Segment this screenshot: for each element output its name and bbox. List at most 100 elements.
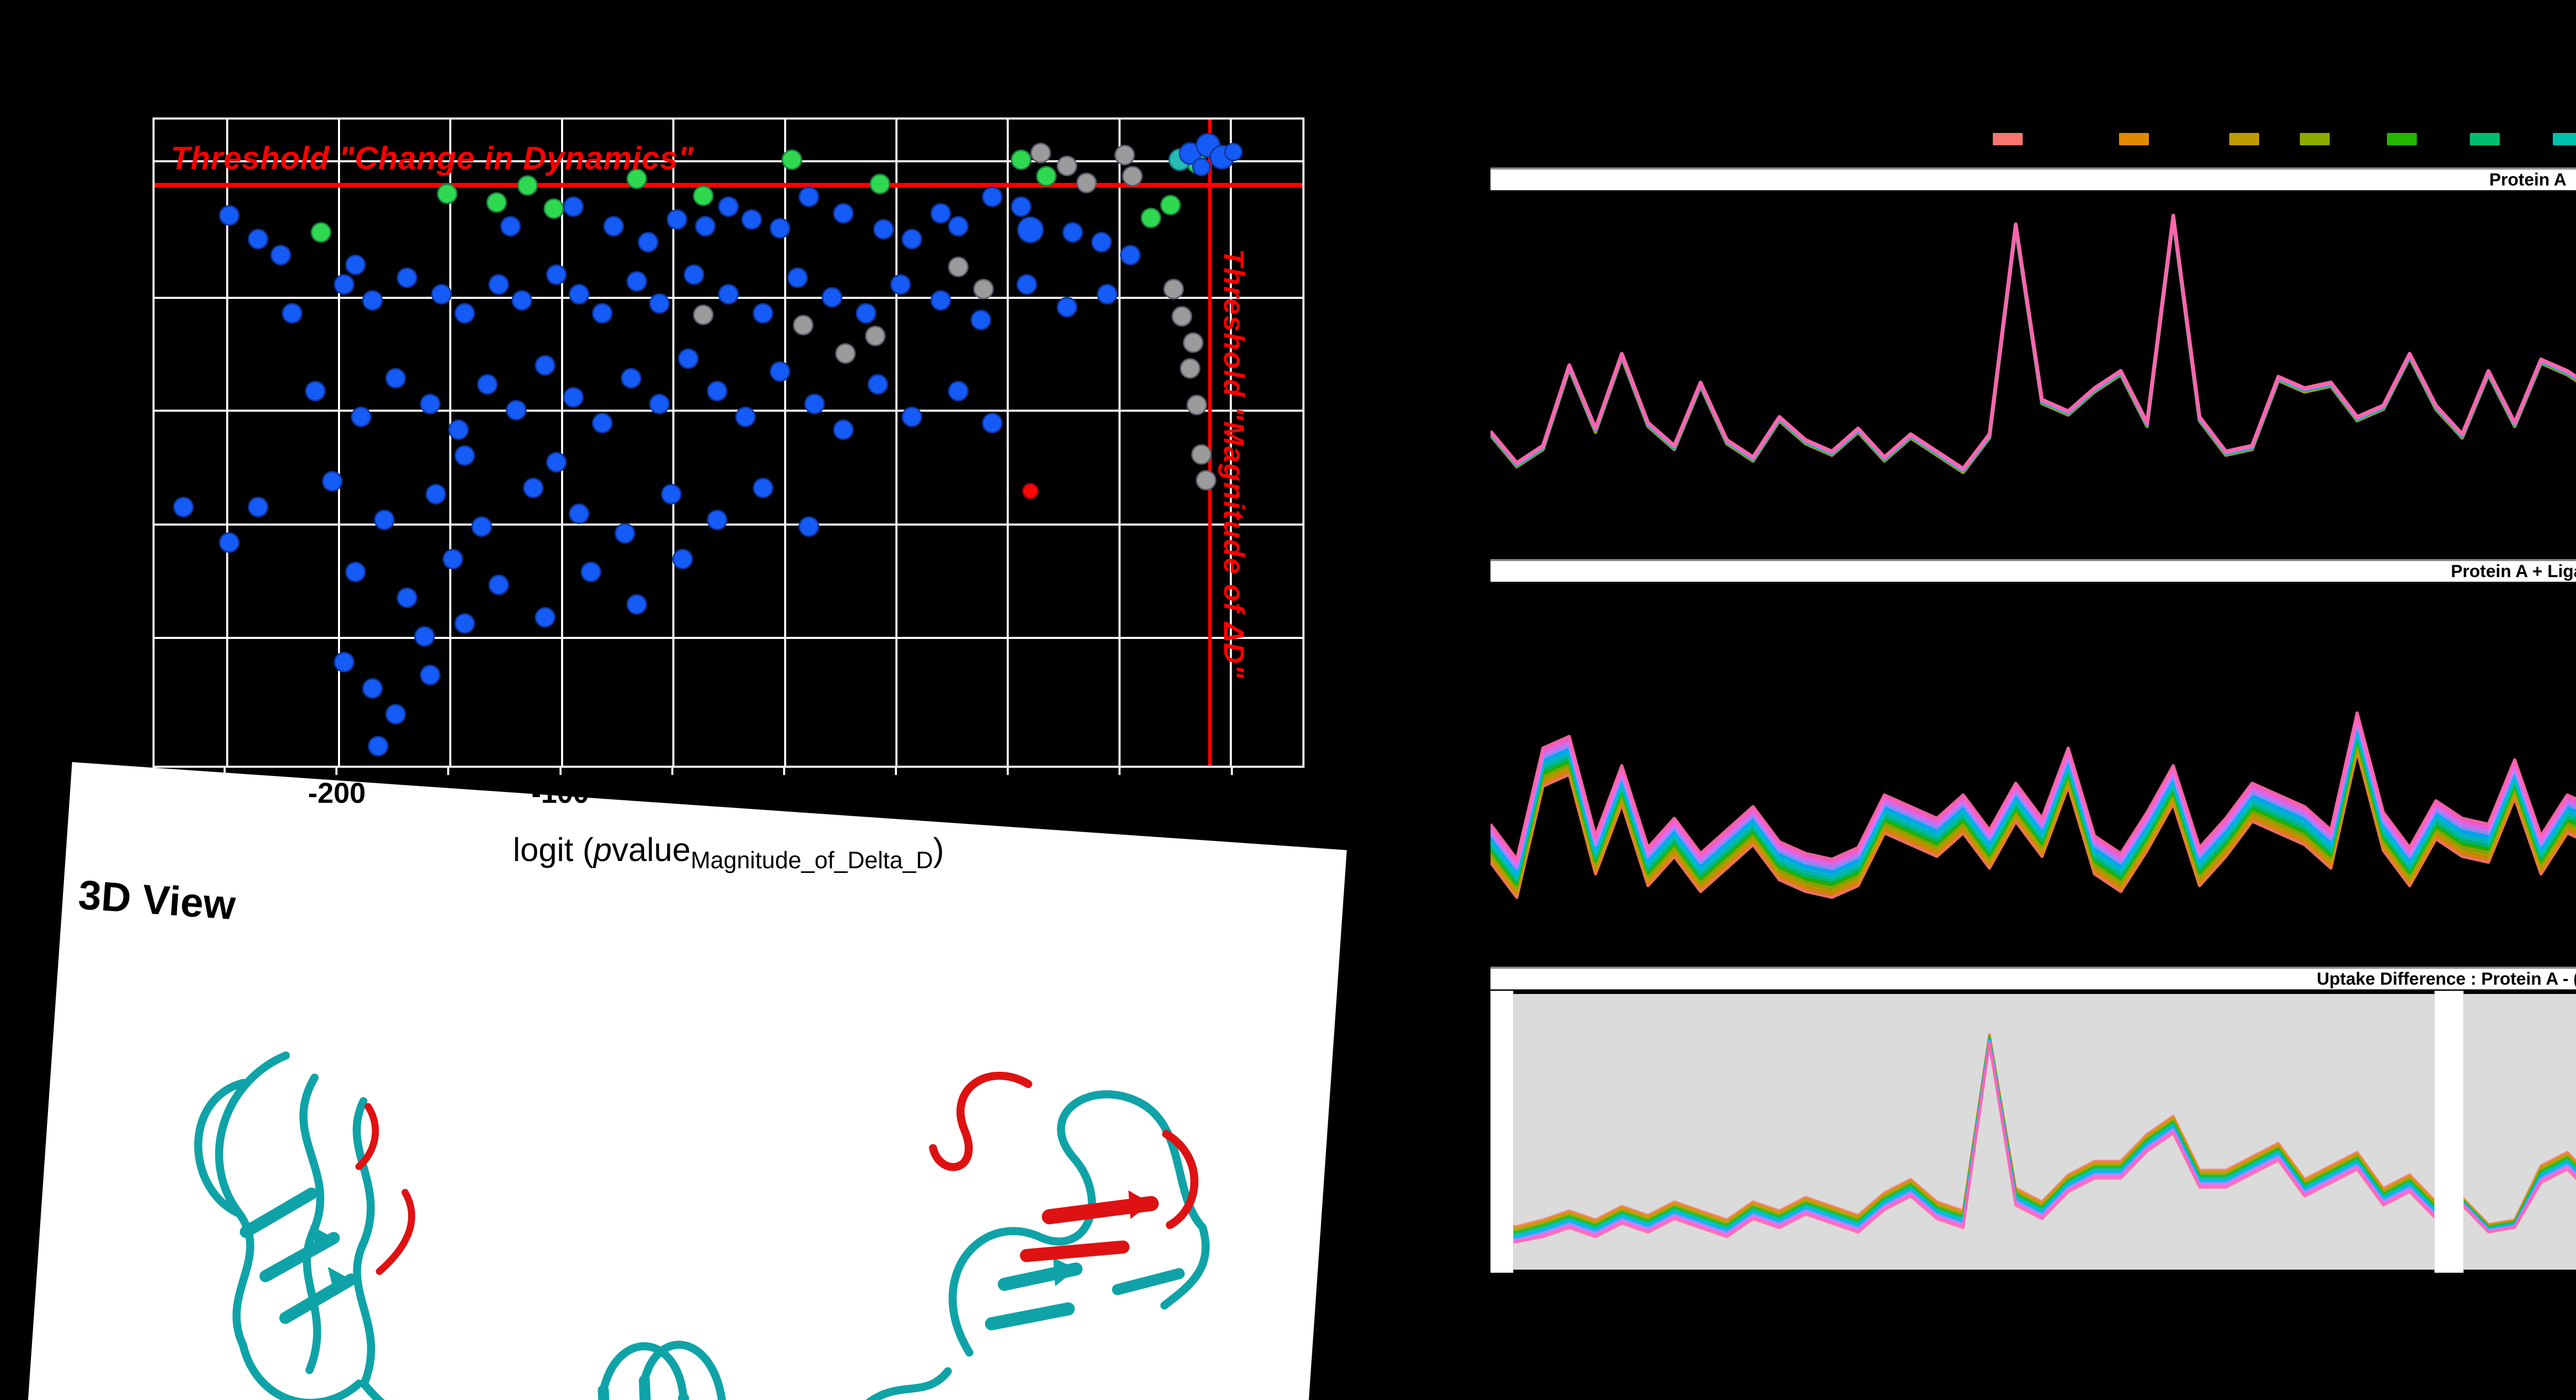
peptide-dot-b[interactable] [798,187,819,208]
peptide-dot-b[interactable] [218,532,240,553]
peptide-dot-g[interactable] [870,174,891,195]
peptide-dot-b[interactable] [546,264,567,285]
peptide-dot-b[interactable] [947,380,969,401]
peptide-dot-g[interactable] [517,175,538,196]
peptide-dot-g[interactable] [486,192,507,213]
protein-ribbon-image[interactable] [94,937,1243,1400]
peptide-dot-b[interactable] [1097,283,1118,305]
peptide-dot-b[interactable] [282,303,303,324]
peptide-dot-b[interactable] [270,245,292,266]
peptide-dot-b[interactable] [419,393,440,414]
peptide-dot-b[interactable] [580,561,601,582]
volcano-plot[interactable]: Threshold "Change in Dynamics" Threshold… [152,117,1304,768]
peptide-dot-b[interactable] [397,267,418,289]
peptide-dot-b[interactable] [672,548,693,569]
peptide-dot-gy[interactable] [1076,172,1097,193]
peptide-dot-b[interactable] [982,413,1003,434]
peptide-dot-b[interactable] [419,665,440,686]
peptide-dot-b[interactable] [1057,296,1078,317]
peptide-dot-b[interactable] [678,348,699,369]
peptide-dot-g[interactable] [544,198,565,220]
peptide-dot-b[interactable] [741,209,762,230]
peptide-dot-b[interactable] [500,215,521,237]
peptide-dot-gy[interactable] [1057,156,1078,177]
uptake-difference-chart[interactable] [1490,991,2576,1273]
peptide-dot-b[interactable] [787,267,808,289]
peptide-dot-b[interactable] [385,703,406,724]
peptide-dot-b[interactable] [448,419,469,440]
peptide-dot-b[interactable] [351,406,372,427]
peptide-dot-b[interactable] [454,613,475,634]
peptide-dot-b[interactable] [591,303,613,324]
peptide-dot-gy[interactable] [1114,144,1135,165]
peptide-dot-b[interactable] [626,271,647,292]
peptide-dot-g[interactable] [781,149,802,170]
peptide-dot-b[interactable] [735,406,756,427]
peptide-dot-gy[interactable] [1183,332,1204,353]
peptide-dot-b[interactable] [930,290,952,311]
peptide-dot-b[interactable] [414,626,435,647]
peptide-dot-b[interactable] [752,303,773,324]
peptide-dot-b[interactable] [345,561,366,582]
peptide-dot-b[interactable] [660,484,682,505]
peptide-dot-b[interactable] [1016,274,1038,295]
peptide-dot-b[interactable] [821,286,842,308]
peptide-dot-b[interactable] [902,228,923,249]
peptide-dot-b[interactable] [620,367,641,389]
peptide-dot-b[interactable] [666,209,687,230]
peptide-dot-g[interactable] [1036,166,1057,187]
peptide-dot-b[interactable] [443,548,464,569]
peptide-dot-b[interactable] [649,393,670,414]
peptide-dot-b[interactable] [770,361,791,382]
peptide-dot-b[interactable] [930,203,952,224]
peptide-dot-b[interactable] [867,374,888,395]
peptide-dot-b[interactable] [563,196,584,217]
peptide-dot-b[interactable] [947,215,969,237]
peptide-dot-b[interactable] [890,274,911,295]
peptide-dot-b[interactable] [1192,157,1211,176]
peptide-dot-b[interactable] [374,510,395,531]
peptide-dot-b[interactable] [649,293,670,314]
peptide-dot-b[interactable] [1224,142,1243,161]
peptide-dot-b[interactable] [362,678,383,699]
uptake-chart-protein-a-ligand[interactable] [1490,583,2576,933]
peptide-dot-b[interactable] [569,283,590,305]
peptide-dot-gy[interactable] [865,326,886,347]
peptide-dot-g[interactable] [311,222,332,243]
peptide-dot-b[interactable] [523,477,544,498]
peptide-dot-gy[interactable] [1195,469,1216,491]
peptide-dot-b[interactable] [684,264,705,285]
peptide-dot-b[interactable] [718,196,739,217]
peptide-dot-b[interactable] [626,594,647,615]
peptide-dot-gy[interactable] [947,256,969,277]
peptide-dot-b[interactable] [534,606,555,628]
peptide-dot-gy[interactable] [1191,444,1212,465]
peptide-dot-b[interactable] [322,471,343,492]
peptide-dot-b[interactable] [454,445,475,466]
peptide-dot-b[interactable] [833,419,854,440]
peptide-dot-g[interactable] [437,183,458,205]
peptide-dot-g[interactable] [1011,149,1032,170]
peptide-dot-b[interactable] [718,283,739,305]
peptide-dot-b[interactable] [563,387,584,408]
peptide-dot-gy[interactable] [1172,306,1193,327]
peptide-dot-b[interactable] [333,652,354,673]
peptide-dot-b[interactable] [218,205,240,226]
peptide-dot-g[interactable] [626,168,647,190]
peptide-dot-gy[interactable] [973,278,994,299]
peptide-dot-b[interactable] [1120,245,1141,266]
peptide-dot-gy[interactable] [835,343,856,364]
peptide-dot-b[interactable] [477,374,498,395]
peptide-dot-b[interactable] [505,400,527,421]
peptide-dot-r[interactable] [1022,483,1039,500]
peptide-dot-b[interactable] [856,303,877,324]
peptide-dot-b[interactable] [431,283,452,305]
peptide-dot-gy[interactable] [1179,358,1200,379]
peptide-dot-b[interactable] [454,303,475,324]
peptide-dot-b[interactable] [304,380,326,401]
peptide-dot-b[interactable] [425,484,446,505]
peptide-dot-b[interactable] [752,477,773,498]
peptide-dot-b[interactable] [603,215,624,237]
peptide-dot-b[interactable] [173,497,194,518]
peptide-dot-b[interactable] [982,187,1003,208]
